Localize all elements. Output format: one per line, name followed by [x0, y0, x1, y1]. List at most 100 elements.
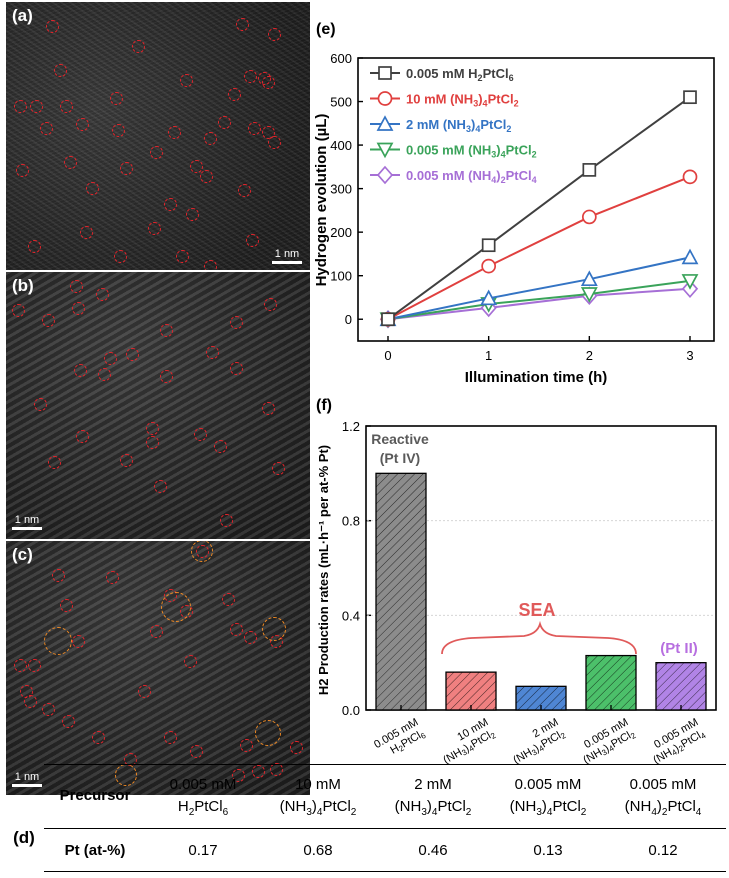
pt-atom-marker: [145, 421, 159, 435]
pt-atom-marker: [263, 297, 277, 311]
pt-atom-marker: [203, 131, 217, 145]
pt-atom-marker: [243, 69, 257, 83]
pt-atom-marker: [159, 369, 173, 383]
label-part: 4: [699, 731, 708, 741]
legend-text-part: PtCl: [488, 92, 514, 107]
series-line: [387, 279, 691, 321]
column-header-line1: 0.005 mM: [169, 776, 237, 793]
pt-atom-marker: [147, 221, 161, 235]
scale-bar-label: 1 nm: [14, 514, 40, 526]
label-part: 6: [419, 731, 428, 741]
header-text-part: PtCl: [322, 798, 351, 815]
y-axis-label: H2 Production rates (mL·h⁻¹ per at-% Pt): [316, 445, 331, 695]
pt-atom-marker: [113, 249, 127, 263]
pt-cluster-marker: [44, 627, 72, 655]
scale-bar-label: 1 nm: [14, 771, 40, 783]
header-text-part: 4: [651, 807, 657, 818]
data-point: [481, 238, 496, 253]
annotation-sea: SEA: [518, 600, 555, 620]
legend-label: 10 mM (NH3​)4​PtCl2​: [406, 92, 519, 109]
sea-bracket: [441, 620, 637, 655]
data-point: [581, 209, 597, 225]
pt-atom-marker: [193, 427, 207, 441]
header-text-part: 3: [421, 807, 427, 818]
label-part: 2: [629, 731, 638, 741]
label-part: 4: [607, 743, 616, 753]
pt-atom-marker: [189, 744, 203, 758]
pt-atom-marker: [103, 351, 117, 365]
pt-atom-marker: [27, 658, 41, 672]
label-part: 3: [600, 747, 609, 757]
pt-atom-marker: [13, 99, 27, 113]
pt-atom-marker: [183, 654, 197, 668]
precursor-table: Precursor Pt (at-%) (d) 0.005 mM H2PtCl6 0…: [0, 760, 729, 878]
pt-atom-marker: [267, 135, 281, 149]
label-part: 4: [467, 743, 476, 753]
series-line: [387, 287, 691, 321]
label-part: ): [602, 742, 611, 754]
column-header-line2: (NH3)4PtCl2: [488, 796, 608, 824]
panel-label-e: (e): [316, 21, 336, 38]
pt-cluster-marker: [191, 541, 213, 562]
panel-label-d: (d): [13, 828, 35, 847]
pt-atom-marker: [269, 762, 283, 776]
legend-text-part: 3: [466, 124, 471, 134]
panel-label-a: (a): [12, 6, 33, 25]
pt-atom-marker: [163, 197, 177, 211]
pt-atom-marker: [167, 125, 181, 139]
column-header-line2: H2PtCl6: [143, 796, 263, 824]
label-part: ): [532, 742, 541, 754]
pt-atom-marker: [247, 121, 261, 135]
y-tick-label: 0.0: [342, 703, 360, 718]
column-header-line2: (NH4)2PtCl4: [603, 796, 723, 824]
pt-atom-marker: [271, 461, 285, 475]
data-point: [681, 248, 699, 265]
legend-entry: 0.005 mM (NH4​)2​PtCl4​: [370, 165, 537, 185]
tem-image-c: (c) 1 nm: [6, 541, 310, 795]
legend-text-part: ): [496, 143, 500, 158]
header-text-part: 2: [661, 807, 668, 818]
pt-atom-marker: [159, 323, 173, 337]
annotation-pt-iv: (Pt IV): [380, 450, 420, 466]
legend-text-part: 2: [501, 175, 506, 185]
pt-atom-marker: [237, 183, 251, 197]
pt-atom-marker: [63, 155, 77, 169]
table-column-header: 0.005 mM (NH4)2PtCl4: [603, 774, 723, 824]
scale-bar-b: 1 nm: [12, 514, 42, 530]
legend-text-part: ): [478, 92, 482, 107]
pt-atom-marker: [245, 233, 259, 247]
pt-atom-marker: [289, 740, 303, 754]
data-point: [580, 287, 598, 303]
legend-text-part: 4: [475, 124, 480, 134]
data-point: [376, 165, 394, 185]
plot-frame: [357, 57, 715, 342]
legend-text-part: PtCl: [483, 66, 509, 81]
header-text-part: (NH: [624, 798, 652, 815]
bar-4: [655, 662, 707, 711]
pt-atom-marker: [61, 714, 75, 728]
pt-atom-marker: [137, 684, 151, 698]
data-point: [480, 289, 498, 306]
header-text-part: 4: [316, 807, 323, 818]
bar-3: [585, 654, 637, 711]
header-text-part: (NH: [509, 798, 537, 815]
header-text-part: H: [177, 798, 189, 815]
column-header-line1: 2 mM: [414, 776, 452, 793]
data-point: [682, 169, 698, 185]
legend-text-part: PtCl: [480, 117, 506, 132]
pt-cluster-marker: [262, 617, 286, 641]
header-text-part: 4: [695, 807, 702, 818]
panel-label-b: (b): [12, 276, 34, 295]
annotation-pt-ii: (Pt II): [660, 640, 698, 657]
legend-text-part: ): [496, 168, 500, 183]
header-text-part: ): [656, 798, 662, 815]
pt-atom-marker: [29, 99, 43, 113]
series-triangle-down: [379, 274, 699, 329]
bar-0: [375, 472, 427, 711]
column-header-line1: 10 mM: [295, 776, 341, 793]
pt-atom-marker: [85, 181, 99, 195]
legend-text-part: 2: [532, 150, 537, 160]
table-column-header: 0.005 mM (NH3)4PtCl2: [488, 774, 608, 824]
table-bottom-rule: [44, 871, 726, 872]
